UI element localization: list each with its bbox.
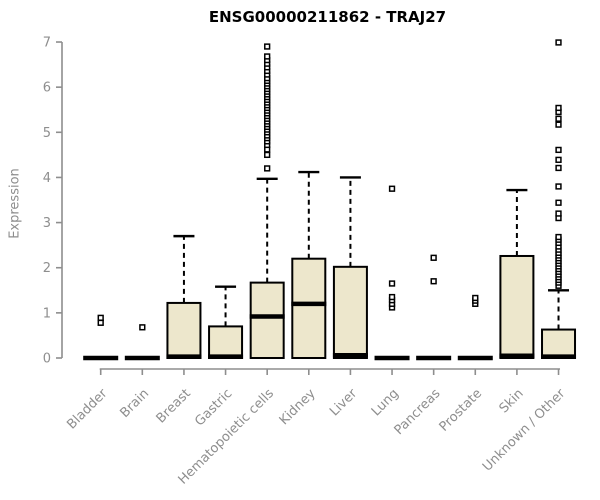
outlier-bladder [97,314,104,321]
y-tick-label: 1 [43,306,51,321]
outlier-unknown-other [555,164,562,172]
outlier-unknown-other [555,121,562,128]
outlier-unknown-other [555,39,562,46]
outlier-hematopoietic-cells [264,43,271,50]
x-tick-label: Liver [327,386,361,420]
outlier-unknown-other [555,233,562,241]
outlier-lung [388,280,396,287]
box-hematopoietic-cells [249,281,285,360]
box-breast [166,301,202,359]
x-tick-label: Prostate [437,386,485,434]
y-tick-label: 2 [43,261,51,276]
y-tick-label: 6 [43,81,51,96]
outlier-pancreas [430,254,437,261]
x-tick-label: Skin [497,386,527,416]
x-tick-label: Brain [117,386,152,421]
box-unknown-other [541,328,577,359]
chart-title: ENSG00000211862 - TRAJ27 [208,8,447,26]
outlier-hematopoietic-cells [264,53,271,60]
box-skin [499,254,535,359]
y-tick-label: 5 [43,126,51,141]
outlier-hematopoietic-cells [264,151,271,159]
outlier-unknown-other [555,156,562,163]
outlier-unknown-other [555,199,562,206]
y-axis-title: Expression [7,168,23,239]
outlier-unknown-other [555,210,562,217]
box-kidney [291,257,327,359]
y-tick-label: 7 [43,36,51,51]
outlier-unknown-other [555,104,562,112]
x-tick-label: Bladder [64,386,111,433]
box-liver [332,265,368,359]
outlier-pancreas [430,278,437,285]
outlier-brain [139,324,146,331]
outlier-unknown-other [555,183,562,190]
outlier-prostate [472,294,479,302]
outlier-lung [388,293,396,301]
outlier-hematopoietic-cells [264,165,271,172]
outlier-unknown-other [555,115,562,122]
x-tick-label: Pancreas [392,386,444,438]
outlier-unknown-other [555,146,562,154]
y-tick-label: 4 [43,171,51,186]
y-tick-label: 3 [43,216,51,231]
outlier-lung [388,185,396,192]
x-tick-label: Kidney [277,386,319,428]
x-tick-label: Breast [154,386,194,426]
box-gastric [208,325,244,360]
y-tick-label: 0 [43,352,51,367]
x-tick-label: Lung [369,386,402,419]
outlier-bladder [97,319,104,326]
